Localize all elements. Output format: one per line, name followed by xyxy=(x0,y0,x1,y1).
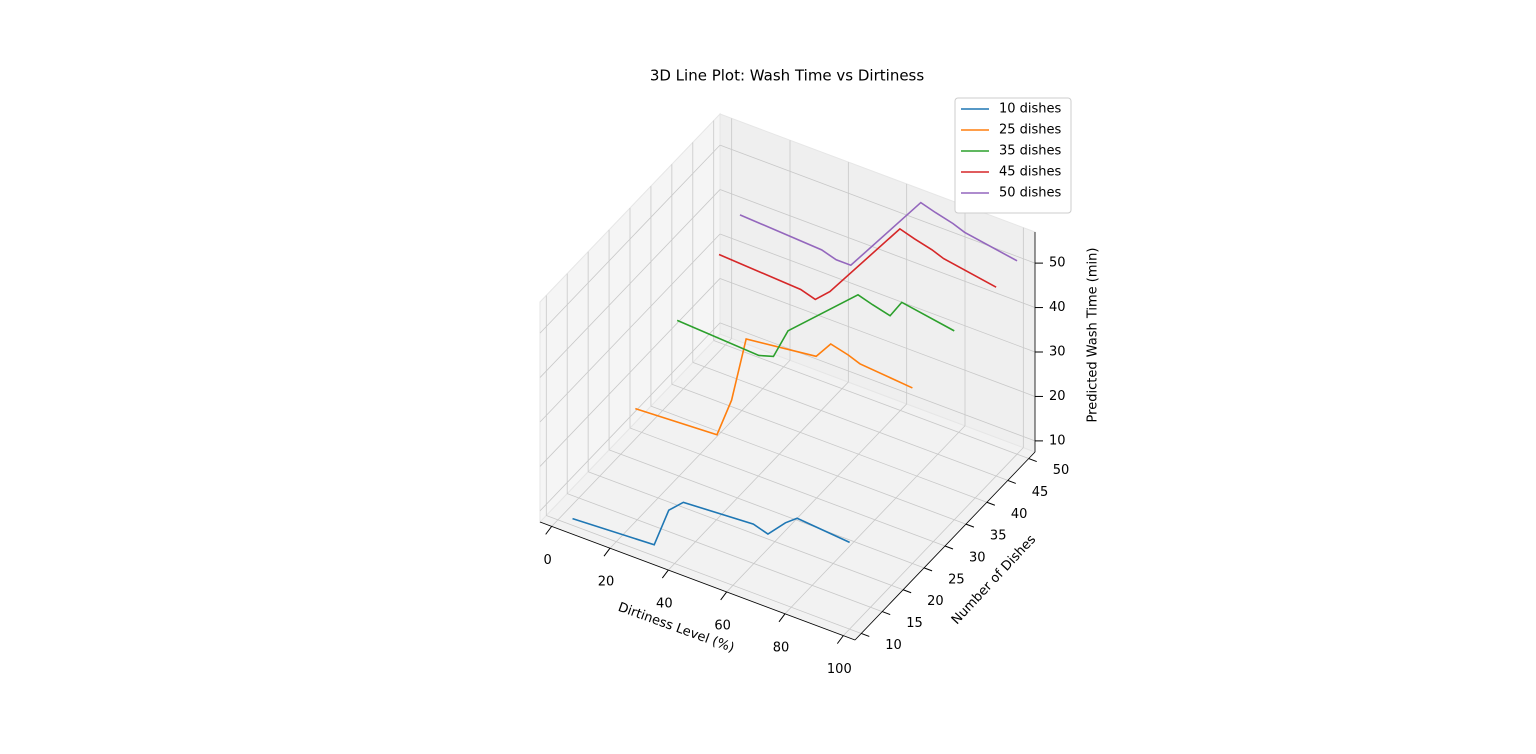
grid-line xyxy=(546,515,862,634)
grid-line xyxy=(608,449,925,569)
grid-line xyxy=(713,340,1029,459)
legend-label: 35 dishes xyxy=(999,144,1062,159)
y-tick-label: 15 xyxy=(906,616,923,631)
z-tick-label: 20 xyxy=(1049,389,1066,404)
legend-box xyxy=(954,97,1072,214)
data-line xyxy=(572,501,850,546)
chart-title: 3D Line Plot: Wash Time vs Dirtiness xyxy=(650,67,925,85)
tick-mark xyxy=(1007,479,1016,484)
z-tick-label: 30 xyxy=(1049,345,1066,360)
tick-mark xyxy=(1028,458,1037,463)
tick-mark xyxy=(603,547,611,557)
tick-mark xyxy=(545,526,553,535)
z-axis-label: Predicted Wash Time (min) xyxy=(1086,248,1101,423)
axis-line xyxy=(539,521,856,641)
legend-label: 10 dishes xyxy=(999,102,1062,117)
tick-mark xyxy=(902,589,912,594)
data-line xyxy=(739,201,1018,267)
grid-line xyxy=(650,405,967,525)
x-tick-label: 80 xyxy=(773,640,790,655)
grid-line xyxy=(539,189,721,378)
y-tick-label: 40 xyxy=(1011,507,1028,522)
y-tick-label: 50 xyxy=(1053,463,1070,478)
grid-line xyxy=(587,471,904,591)
tick-mark xyxy=(836,635,844,644)
z-tick-label: 50 xyxy=(1049,256,1066,271)
legend-label: 45 dishes xyxy=(999,165,1062,180)
grid-line xyxy=(719,233,1036,353)
grid-line xyxy=(719,322,1036,442)
grid-line xyxy=(539,144,721,334)
tick-mark xyxy=(720,591,728,601)
tick-mark xyxy=(778,613,786,623)
tick-mark xyxy=(944,545,954,550)
data-line xyxy=(635,338,913,436)
tick-mark xyxy=(861,632,870,637)
x-tick-label: 20 xyxy=(598,575,615,590)
grid-line xyxy=(629,427,946,547)
legend-label: 50 dishes xyxy=(999,186,1062,201)
data-line xyxy=(718,227,997,301)
grid-line xyxy=(692,362,1008,481)
grid-line xyxy=(671,383,988,503)
data-line xyxy=(676,293,955,358)
tick-mark xyxy=(986,501,996,506)
grid-line xyxy=(539,278,721,467)
grid-line xyxy=(719,278,1036,397)
y-tick-label: 30 xyxy=(969,551,986,566)
y-tick-label: 35 xyxy=(990,529,1007,544)
axis-line xyxy=(854,451,1036,641)
legend-label: 25 dishes xyxy=(999,123,1062,138)
x-tick-label: 60 xyxy=(714,618,731,633)
z-tick-label: 10 xyxy=(1049,433,1066,448)
tick-mark xyxy=(965,523,975,528)
x-tick-label: 40 xyxy=(656,597,673,612)
tick-mark xyxy=(882,611,891,616)
tick-mark xyxy=(661,569,669,579)
grid-line xyxy=(567,493,883,612)
grid-line xyxy=(719,144,1036,264)
tick-mark xyxy=(923,567,933,572)
grid-line xyxy=(539,233,721,423)
x-tick-label: 100 xyxy=(827,662,852,677)
z-tick-label: 40 xyxy=(1049,300,1066,315)
y-tick-label: 45 xyxy=(1032,485,1049,500)
y-tick-label: 20 xyxy=(927,594,944,609)
y-tick-label: 10 xyxy=(885,638,902,653)
grid-line xyxy=(539,322,721,512)
y-tick-label: 25 xyxy=(948,572,965,587)
x-tick-label: 0 xyxy=(544,553,552,568)
